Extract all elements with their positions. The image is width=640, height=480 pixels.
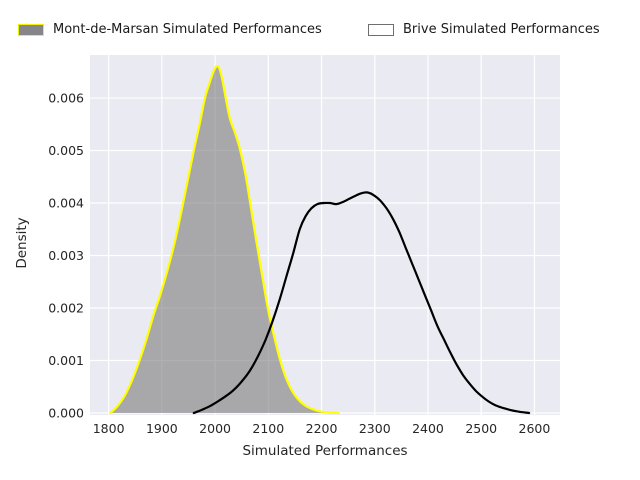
legend-swatch-brive [368, 23, 394, 36]
x-tick-label: 1900 [146, 421, 178, 436]
legend-item-mont-de-marsan: Mont-de-Marsan Simulated Performances [18, 22, 322, 37]
x-tick-label: 2000 [199, 421, 231, 436]
y-tick-label: 0.005 [48, 143, 84, 158]
x-tick-label: 2100 [252, 421, 284, 436]
y-tick-label: 0.003 [48, 248, 84, 263]
y-tick-label: 0.006 [48, 91, 84, 106]
x-tick-label: 1800 [93, 421, 125, 436]
x-tick-label: 2400 [412, 421, 444, 436]
y-tick-label: 0.004 [48, 196, 84, 211]
density-curve [109, 64, 340, 415]
density-area [110, 65, 339, 414]
x-axis-label: Simulated Performances [242, 443, 408, 459]
legend-label-brive: Brive Simulated Performances [403, 22, 600, 37]
y-tick-label: 0.002 [48, 301, 84, 316]
y-tick-label: 0.001 [48, 353, 84, 368]
y-axis-label: Density [14, 217, 30, 269]
legend-item-brive: Brive Simulated Performances [368, 22, 600, 37]
legend-label-mont-de-marsan: Mont-de-Marsan Simulated Performances [53, 22, 322, 37]
x-tick-label: 2200 [306, 421, 338, 436]
legend-swatch-mont-de-marsan [18, 23, 44, 36]
x-tick-label: 2600 [519, 421, 551, 436]
density-curve [192, 191, 531, 415]
x-tick-label: 2300 [359, 421, 391, 436]
x-tick-label: 2500 [465, 421, 497, 436]
y-tick-label: 0.000 [48, 406, 84, 421]
